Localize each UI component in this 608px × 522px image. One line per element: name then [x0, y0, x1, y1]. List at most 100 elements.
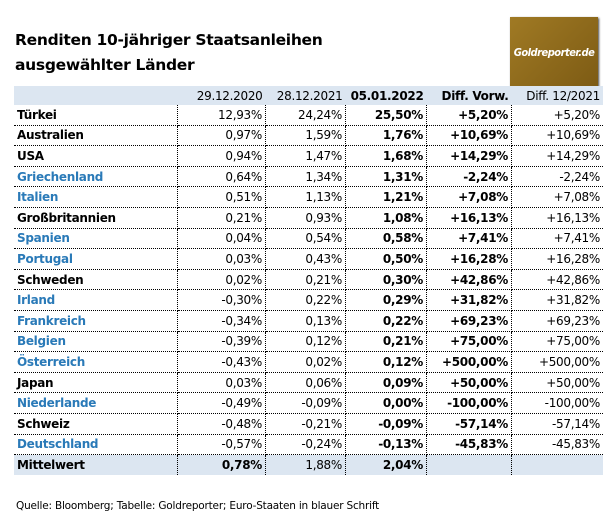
table-row: Österreich -0,43% 0,02% 0,12% +500,00% +500,0… — [14, 351, 603, 373]
value-cell: -45,83% — [511, 434, 603, 456]
value-cell: -0,43% — [177, 351, 266, 373]
value-cell: 2,04% — [345, 454, 427, 475]
value-cell: +42,86% — [511, 269, 603, 291]
value-cell: 0,51% — [177, 186, 266, 208]
value-cell: +7,08% — [426, 186, 512, 208]
value-cell: 0,93% — [265, 207, 346, 229]
value-cell: 0,21% — [345, 331, 427, 353]
value-cell: -100,00% — [426, 392, 512, 414]
value-cell: -2,24% — [426, 166, 512, 188]
value-cell: 1,68% — [345, 145, 427, 167]
header-cell: 05.01.2022 — [345, 86, 427, 105]
value-cell: -57,14% — [426, 413, 512, 435]
value-cell: 1,59% — [265, 125, 346, 147]
value-cell: 0,04% — [177, 228, 266, 250]
value-cell: +69,23% — [511, 310, 603, 332]
country-cell: Schweden — [14, 269, 178, 291]
value-cell: 0,03% — [177, 248, 266, 270]
value-cell: -0,21% — [265, 413, 346, 435]
value-cell: +16,28% — [426, 248, 512, 270]
value-cell: 0,12% — [345, 351, 427, 373]
value-cell: 1,08% — [345, 207, 427, 229]
page-title: Renditen 10-jähriger Staatsanleihen ausg… — [15, 28, 323, 78]
country-cell: Großbritannien — [14, 207, 178, 229]
table-row: Italien 0,51% 1,13% 1,21% +7,08% +7,08% — [14, 186, 603, 208]
value-cell: 0,03% — [177, 372, 266, 394]
value-cell: +14,29% — [511, 145, 603, 167]
value-cell: 0,97% — [177, 125, 266, 147]
table-row: Griechenland 0,64% 1,34% 1,31% -2,24% -2,24% — [14, 166, 603, 188]
value-cell: 0,22% — [265, 289, 346, 311]
value-cell — [511, 454, 603, 475]
table-row: Türkei 12,93% 24,24% 25,50% +5,20% +5,20% — [14, 105, 603, 126]
value-cell: 0,13% — [265, 310, 346, 332]
table-row: Deutschland -0,57% -0,24% -0,13% -45,83% -45,… — [14, 434, 603, 456]
value-cell: 24,24% — [265, 105, 346, 126]
value-cell: 1,88% — [265, 454, 346, 475]
table-row: Niederlande -0,49% -0,09% 0,00% -100,00% -100… — [14, 392, 603, 414]
value-cell: +7,41% — [426, 228, 512, 250]
value-cell: -0,09% — [265, 392, 346, 414]
header-cell: 28.12.2021 — [265, 86, 346, 105]
value-cell: 0,21% — [265, 269, 346, 291]
header-cell: 29.12.2020 — [177, 86, 266, 105]
value-cell: +16,28% — [511, 248, 603, 270]
value-cell: 0,30% — [345, 269, 427, 291]
value-cell: +500,00% — [426, 351, 512, 373]
header-cell: Diff. 12/2021 — [511, 86, 603, 105]
value-cell: 0,12% — [265, 331, 346, 353]
value-cell: -0,34% — [177, 310, 266, 332]
country-cell: Mittelwert — [14, 454, 178, 475]
value-cell: +5,20% — [511, 105, 603, 126]
value-cell: 25,50% — [345, 105, 427, 126]
value-cell: 1,13% — [265, 186, 346, 208]
value-cell: +500,00% — [511, 351, 603, 373]
table-row: Japan 0,03% 0,06% 0,09% +50,00% +50,00% — [14, 372, 603, 394]
value-cell: 0,94% — [177, 145, 266, 167]
table-row: Großbritannien 0,21% 0,93% 1,08% +16,13% +16,… — [14, 207, 603, 229]
table-row: Spanien 0,04% 0,54% 0,58% +7,41% +7,41% — [14, 228, 603, 250]
country-cell: USA — [14, 145, 178, 167]
country-cell: Österreich — [14, 351, 178, 373]
value-cell: 1,76% — [345, 125, 427, 147]
average-row: Mittelwert 0,78% 1,88% 2,04% — [14, 454, 603, 475]
country-cell: Irland — [14, 289, 178, 311]
country-cell: Belgien — [14, 331, 178, 353]
header-cell: Diff. Vorw. — [426, 86, 512, 105]
value-cell — [426, 454, 512, 475]
source-note: Quelle: Bloomberg; Tabelle: Goldreporter… — [16, 500, 380, 512]
value-cell: -0,57% — [177, 434, 266, 456]
value-cell: +42,86% — [426, 269, 512, 291]
value-cell: 0,43% — [265, 248, 346, 270]
table-row: Australien 0,97% 1,59% 1,76% +10,69% +10,69% — [14, 125, 603, 147]
value-cell: -0,39% — [177, 331, 266, 353]
table-row: Schweden 0,02% 0,21% 0,30% +42,86% +42,86% — [14, 269, 603, 291]
value-cell: 0,54% — [265, 228, 346, 250]
header-cell — [14, 86, 178, 105]
table-row: Portugal 0,03% 0,43% 0,50% +16,28% +16,28% — [14, 248, 603, 270]
value-cell: 0,50% — [345, 248, 427, 270]
value-cell: 1,34% — [265, 166, 346, 188]
country-cell: Frankreich — [14, 310, 178, 332]
value-cell: 1,21% — [345, 186, 427, 208]
value-cell: +10,69% — [511, 125, 603, 147]
value-cell: +7,08% — [511, 186, 603, 208]
value-cell: 0,02% — [265, 351, 346, 373]
country-cell: Deutschland — [14, 434, 178, 456]
value-cell: +7,41% — [511, 228, 603, 250]
table-row: Schweiz -0,48% -0,21% -0,09% -57,14% -57,14% — [14, 413, 603, 435]
value-cell: -45,83% — [426, 434, 512, 456]
title-line-1: Renditen 10-jähriger Staatsanleihen — [15, 31, 323, 49]
value-cell: -57,14% — [511, 413, 603, 435]
value-cell: +31,82% — [511, 289, 603, 311]
value-cell: 0,29% — [345, 289, 427, 311]
value-cell: -2,24% — [511, 166, 603, 188]
country-cell: Italien — [14, 186, 178, 208]
country-cell: Griechenland — [14, 166, 178, 188]
country-cell: Niederlande — [14, 392, 178, 414]
value-cell: +14,29% — [426, 145, 512, 167]
value-cell: +50,00% — [511, 372, 603, 394]
table-row: Frankreich -0,34% 0,13% 0,22% +69,23% +69,23% — [14, 310, 603, 332]
country-cell: Spanien — [14, 228, 178, 250]
value-cell: 0,58% — [345, 228, 427, 250]
